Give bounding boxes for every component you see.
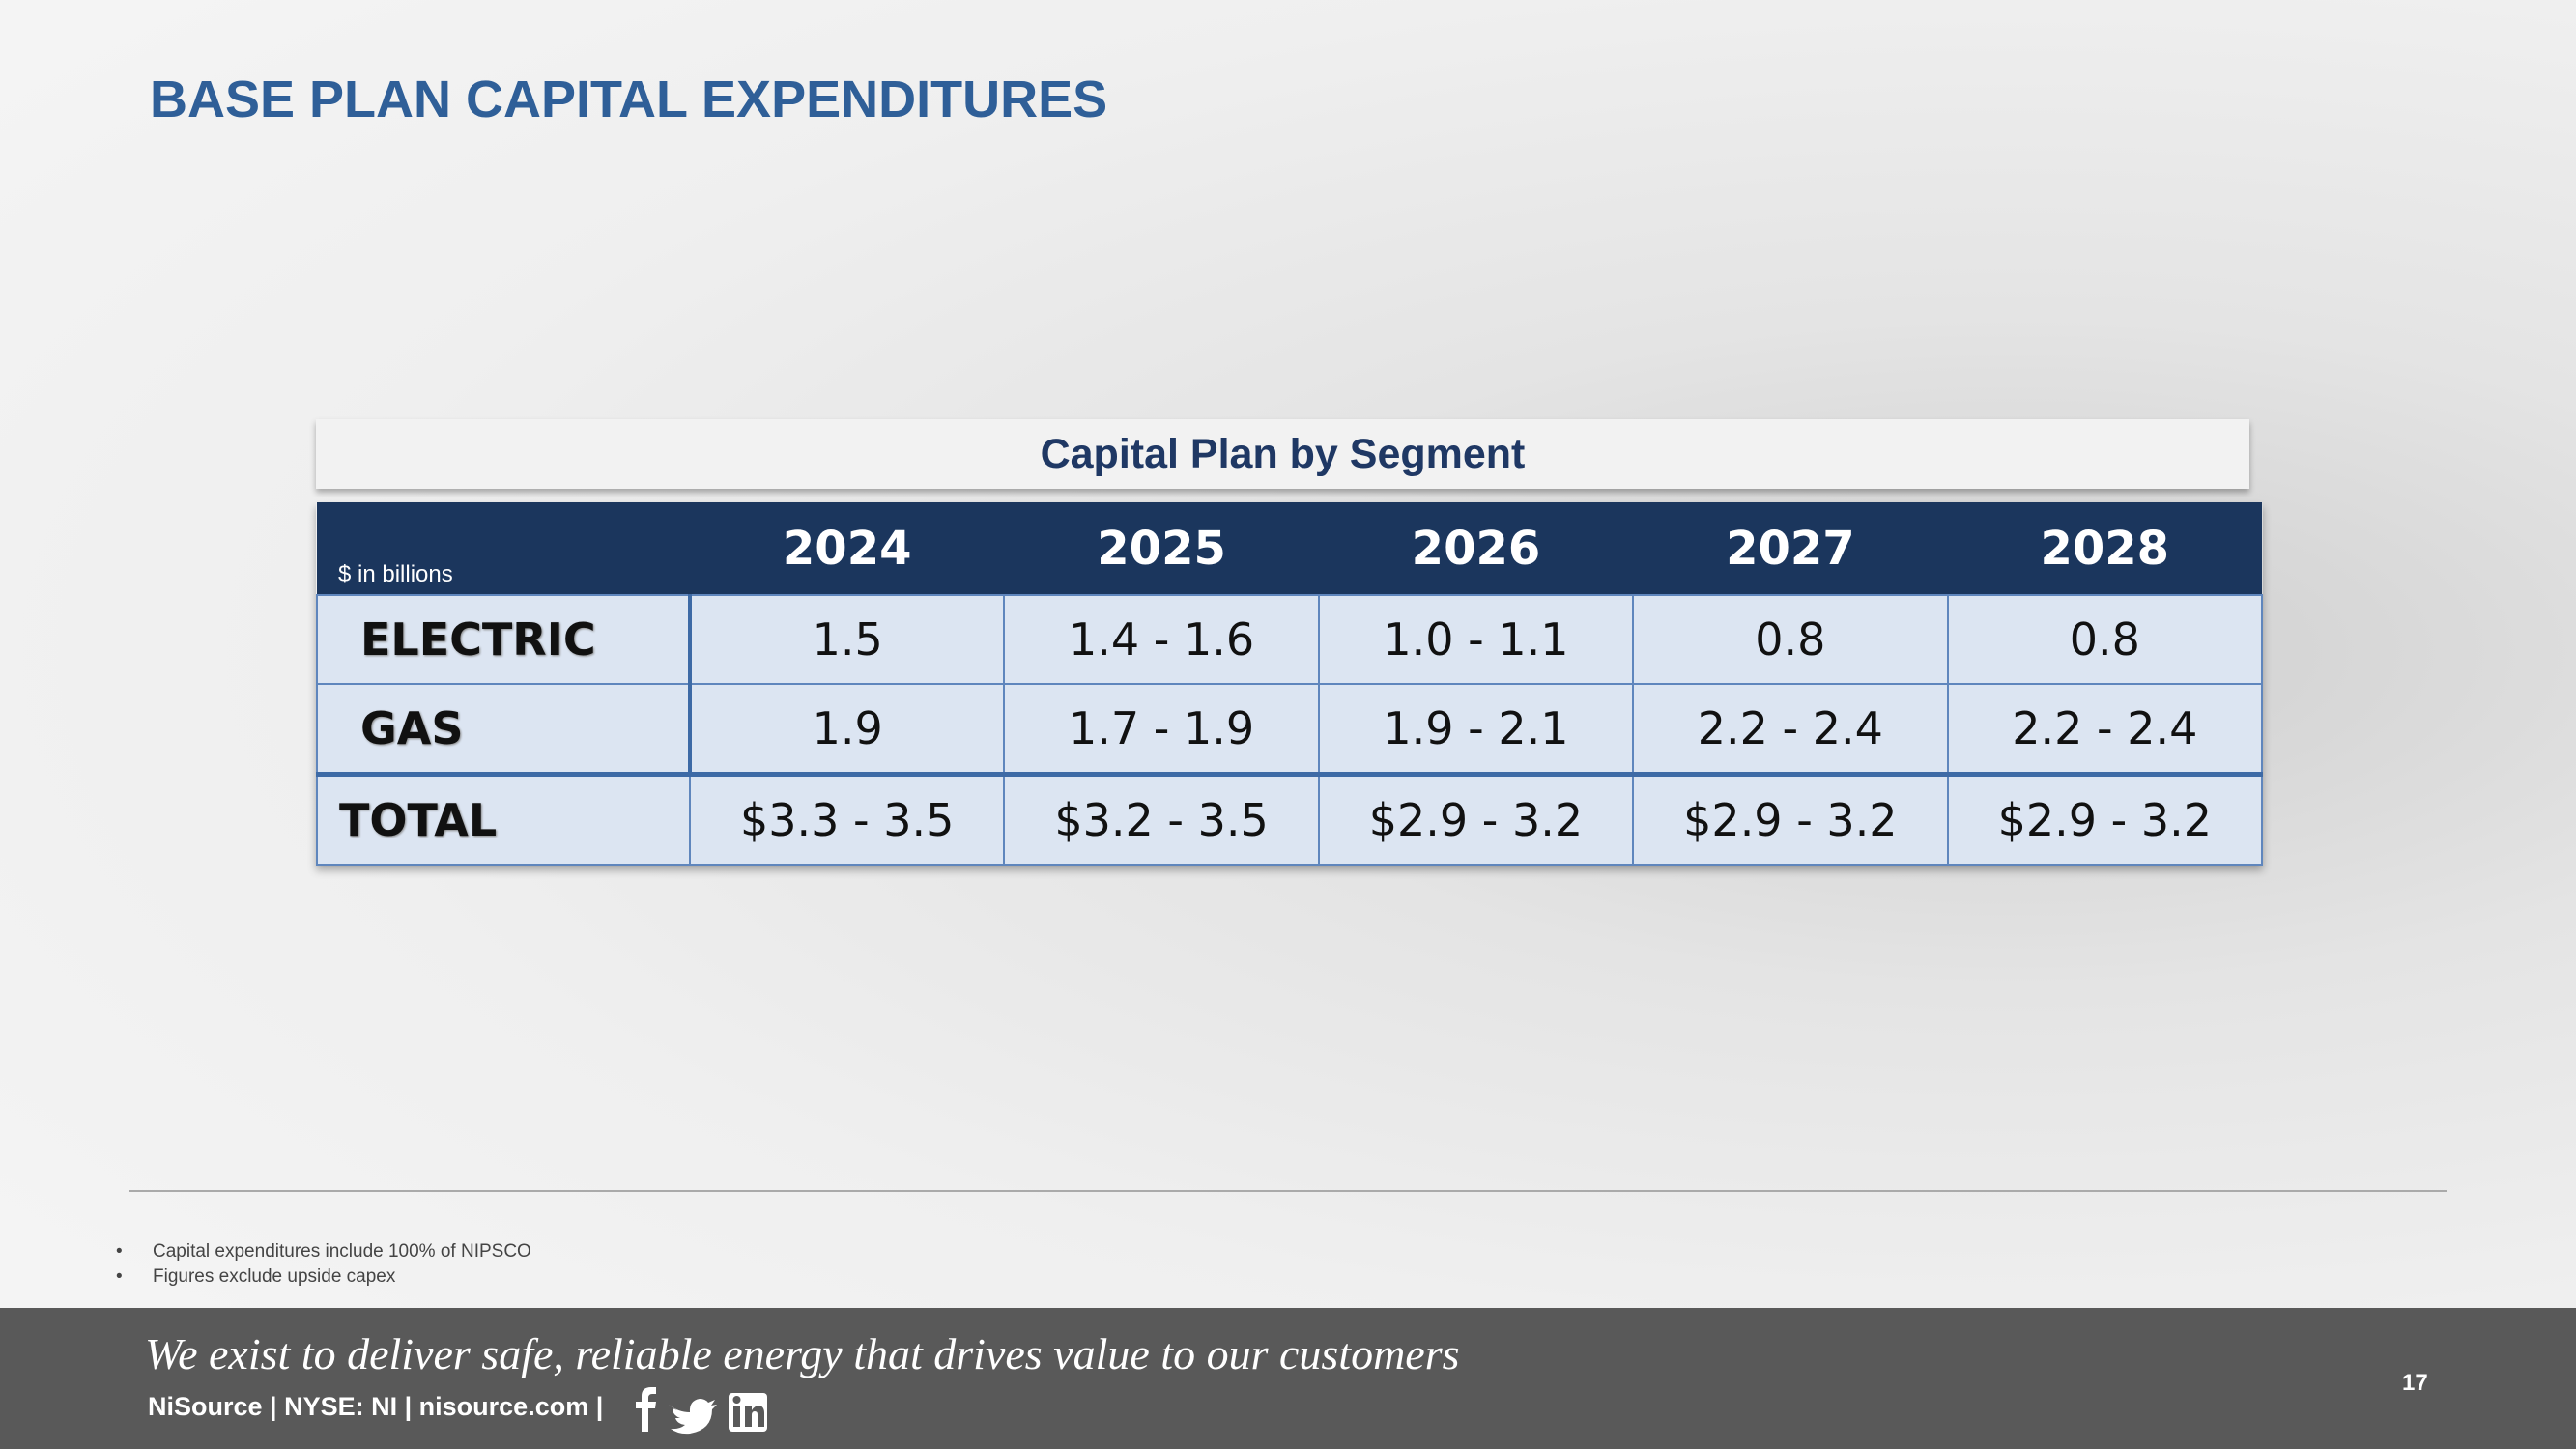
- cell: $2.9 - 3.2: [1317, 772, 1635, 866]
- facebook-icon: [636, 1387, 656, 1432]
- cell: $2.9 - 3.2: [1946, 772, 2264, 866]
- linkedin-i: [733, 1406, 740, 1427]
- year-header: 2027: [1633, 502, 1948, 595]
- footer-bar: [0, 1308, 2576, 1449]
- table-row: GAS 1.9 1.7 - 1.9 1.9 - 2.1 2.2 - 2.4 2.2 - 2…: [316, 683, 2264, 776]
- footnote: • Figures exclude upside capex: [116, 1266, 396, 1287]
- cell: $3.2 - 3.5: [1003, 772, 1320, 866]
- table-row: ELECTRIC 1.5 1.4 - 1.6 1.0 - 1.1 0.8 0.8: [316, 594, 2264, 685]
- table-body: ELECTRIC 1.5 1.4 - 1.6 1.0 - 1.1 0.8 0.8 GAS 1.…: [316, 594, 2264, 866]
- cell: $3.3 - 3.5: [688, 772, 1006, 866]
- cell: 1.7 - 1.9: [1003, 683, 1320, 776]
- row-label: GAS: [316, 683, 692, 776]
- cell: 1.9 - 2.1: [1317, 683, 1635, 776]
- table-caption: Capital Plan by Segment: [316, 419, 2249, 489]
- header-row: $ in billions 2024 2025 2026 2027 2028: [317, 502, 2262, 595]
- cell: 1.0 - 1.1: [1317, 594, 1635, 685]
- cell: $2.9 - 3.2: [1632, 772, 1949, 866]
- row-label: ELECTRIC: [316, 594, 692, 685]
- cell: 1.5: [688, 594, 1006, 685]
- year-header: 2024: [690, 502, 1005, 595]
- cell: 2.2 - 2.4: [1946, 683, 2264, 776]
- year-header: 2026: [1318, 502, 1634, 595]
- table-row: TOTAL $3.3 - 3.5 $3.2 - 3.5 $2.9 - 3.2 $2.9 …: [316, 772, 2264, 866]
- row-label: TOTAL: [316, 772, 691, 866]
- slide-title: BASE PLAN CAPITAL EXPENDITURES: [150, 71, 1108, 128]
- company-info: NiSource | NYSE: NI | nisource.com |: [148, 1392, 604, 1421]
- twitter-icon: [669, 1399, 717, 1435]
- linkedin-dot: [732, 1396, 741, 1404]
- linkedin-n: [745, 1406, 764, 1427]
- unit-label: $ in billions: [317, 502, 690, 595]
- year-header: 2025: [1004, 502, 1319, 595]
- cell: 0.8: [1946, 594, 2264, 685]
- footnote-text: Capital expenditures include 100% of NIP…: [153, 1241, 531, 1262]
- capex-table: $ in billions 2024 2025 2026 2027 2028 ELECT…: [316, 502, 2264, 866]
- footnote: • Capital expenditures include 100% of NI…: [116, 1241, 531, 1262]
- separator: [129, 1190, 2447, 1192]
- cell: 0.8: [1632, 594, 1949, 685]
- cell: 1.9: [688, 683, 1006, 776]
- footnote-text: Figures exclude upside capex: [153, 1266, 396, 1287]
- social-icons: [636, 1387, 767, 1435]
- year-header: 2028: [1947, 502, 2262, 595]
- cell: 2.2 - 2.4: [1632, 683, 1949, 776]
- tagline: We exist to deliver safe, reliable energ…: [145, 1329, 1460, 1378]
- page-number: 17: [2402, 1370, 2428, 1396]
- cell: 1.4 - 1.6: [1003, 594, 1320, 685]
